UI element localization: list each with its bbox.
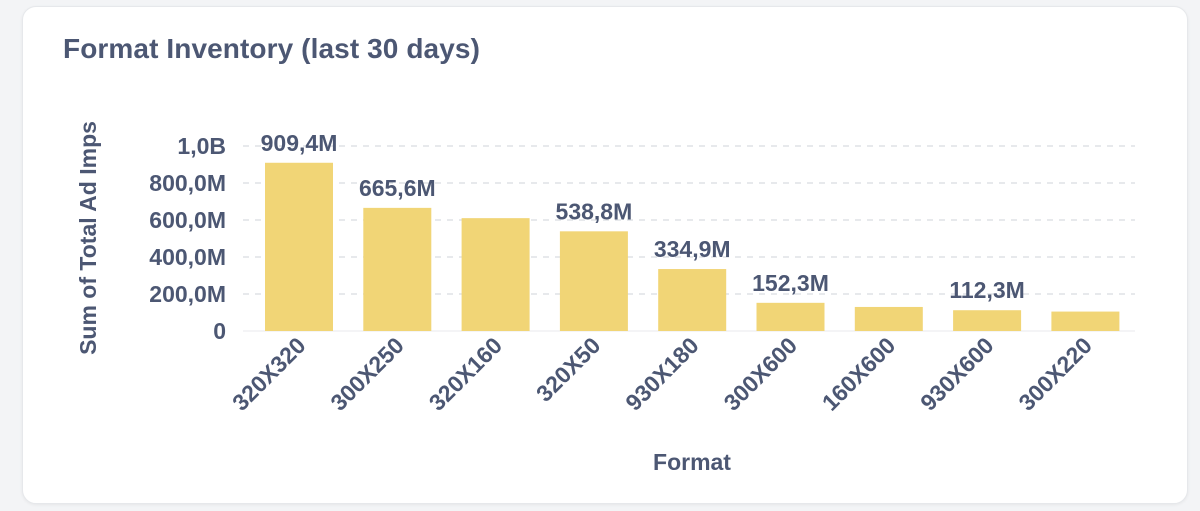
y-axis-ticks: 0 200,0M 400,0M 600,0M 800,0M 1,0B — [149, 133, 226, 344]
x-tick-label-930x180: 930X180 — [620, 332, 704, 416]
y-tick-label: 800,0M — [149, 170, 226, 196]
bar-300x250[interactable] — [363, 207, 432, 331]
bar-320x50[interactable] — [559, 231, 628, 331]
data-label-320x320: 909,4M — [261, 130, 338, 156]
bar-320x160[interactable] — [461, 218, 530, 331]
x-tick-label-300x220: 300X220 — [1013, 332, 1097, 416]
data-label-930x180: 334,9M — [654, 236, 731, 262]
data-labels: 909,4M 665,6M 538,8M 334,9M 152,3M 112,3M — [261, 130, 1025, 303]
data-label-300x600: 152,3M — [752, 270, 829, 296]
y-tick-label: 1,0B — [177, 133, 226, 159]
data-label-300x250: 665,6M — [359, 175, 436, 201]
x-tick-label-320x160: 320X160 — [424, 332, 508, 416]
x-axis-title: Format — [653, 449, 731, 475]
data-label-930x600: 112,3M — [949, 277, 1024, 303]
x-tick-label-320x50: 320X50 — [531, 332, 605, 406]
x-tick-label-300x250: 300X250 — [325, 332, 409, 416]
data-label-320x50: 538,8M — [556, 198, 633, 224]
chart-card: Format Inventory (last 30 days) 909,4M 66… — [22, 6, 1188, 504]
bar-300x600[interactable] — [756, 302, 825, 331]
y-axis-title: Sum of Total Ad Imps — [75, 121, 101, 355]
x-tick-label-320x320: 320X320 — [227, 332, 311, 416]
y-tick-label: 200,0M — [149, 281, 226, 307]
y-tick-label: 400,0M — [149, 244, 226, 270]
y-tick-label: 600,0M — [149, 207, 226, 233]
x-tick-label-930x600: 930X600 — [915, 332, 999, 416]
bars — [265, 162, 1120, 331]
x-tick-label-160x600: 160X600 — [817, 332, 901, 416]
y-tick-label: 0 — [213, 318, 226, 344]
bar-930x600[interactable] — [953, 310, 1022, 331]
bar-320x320[interactable] — [265, 162, 333, 331]
x-axis-ticks: 320X320 300X250 320X160 320X50 930X180 300X60… — [227, 332, 1097, 416]
chart-title[interactable]: Format Inventory (last 30 days) — [63, 33, 481, 64]
bar-chart: 909,4M 665,6M 538,8M 334,9M 152,3M 112,3M 0 20… — [75, 121, 1135, 475]
bar-300x220[interactable] — [1051, 311, 1120, 331]
x-tick-label-300x600: 300X600 — [719, 332, 803, 416]
bar-160x600[interactable] — [854, 306, 923, 331]
bar-930x180[interactable] — [658, 269, 727, 331]
